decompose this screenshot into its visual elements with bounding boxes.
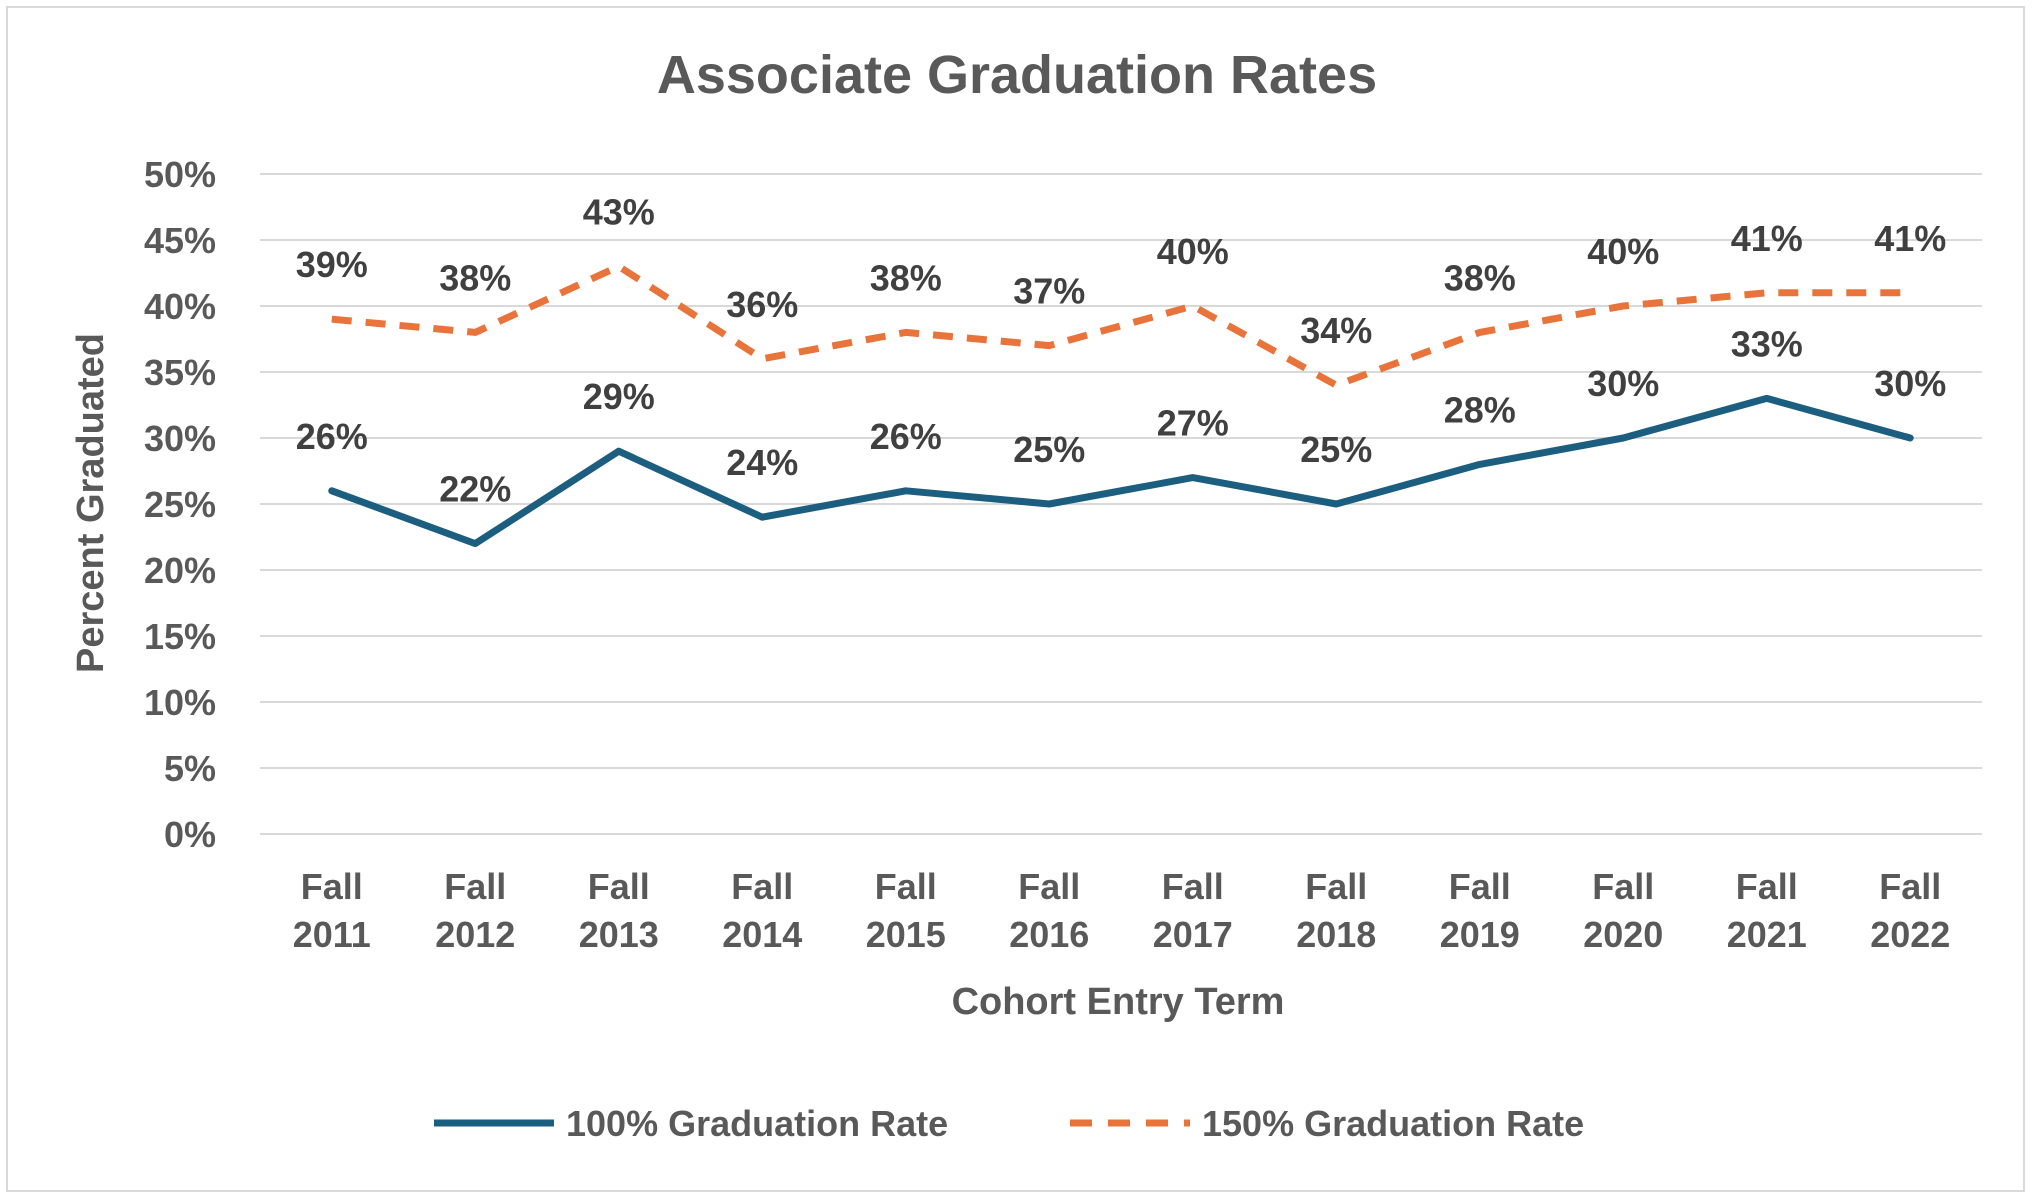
x-tick-label: Fall 2011 <box>293 866 371 955</box>
data-label: 22% <box>439 469 511 510</box>
x-tick-label: Fall 2016 <box>1009 866 1089 955</box>
data-label: 36% <box>726 284 798 325</box>
x-axis-ticks: Fall 2011 Fall 2012 Fall 2013 Fall 2014 Fall 2015… <box>293 866 1951 955</box>
data-label: 33% <box>1731 323 1803 364</box>
data-label: 30% <box>1587 363 1659 404</box>
data-label: 28% <box>1444 389 1516 430</box>
x-tick-label: Fall 2017 <box>1153 866 1233 955</box>
y-tick-label: 15% <box>144 616 216 657</box>
legend: 100% Graduation Rate 150% Graduation Rate <box>434 1103 1584 1144</box>
x-tick-label: Fall 2018 <box>1296 866 1376 955</box>
data-label: 30% <box>1874 363 1946 404</box>
x-tick-label: Fall 2013 <box>579 866 659 955</box>
x-tick-label: Fall 2021 <box>1727 866 1807 955</box>
x-tick-label: Fall 2020 <box>1583 866 1663 955</box>
data-label: 40% <box>1587 231 1659 272</box>
series-lines <box>328 262 1914 548</box>
data-label: 41% <box>1874 218 1946 259</box>
y-tick-label: 25% <box>144 484 216 525</box>
data-label: 38% <box>870 257 942 298</box>
data-label: 25% <box>1300 429 1372 470</box>
x-tick-label: Fall 2014 <box>722 866 802 955</box>
x-tick-label: Fall 2015 <box>866 866 946 955</box>
data-label: 43% <box>583 191 655 232</box>
x-tick-label: Fall 2012 <box>435 866 515 955</box>
series-line-2 <box>331 262 1911 389</box>
x-axis-title: Cohort Entry Term <box>952 981 1285 1023</box>
y-tick-label: 35% <box>144 352 216 393</box>
data-label: 26% <box>296 416 368 457</box>
data-label: 27% <box>1157 403 1229 444</box>
data-label: 41% <box>1731 218 1803 259</box>
y-tick-label: 5% <box>164 748 216 789</box>
y-tick-label: 30% <box>144 418 216 459</box>
data-label: 39% <box>296 244 368 285</box>
data-label: 38% <box>1444 257 1516 298</box>
data-label: 38% <box>439 257 511 298</box>
data-label: 29% <box>583 376 655 417</box>
y-tick-label: 50% <box>144 154 216 195</box>
series-line-1 <box>328 394 1914 548</box>
chart-frame <box>6 6 2025 1192</box>
data-label: 34% <box>1300 310 1372 351</box>
data-labels: 26% 22% 29% 24% 26% 25% 27% 25% 28% 30% 33% 30% 39% 3… <box>296 191 1947 509</box>
data-label: 40% <box>1157 231 1229 272</box>
chart-title: Associate Graduation Rates <box>657 45 1377 105</box>
data-label: 26% <box>870 416 942 457</box>
y-tick-label: 10% <box>144 682 216 723</box>
data-label: 25% <box>1013 429 1085 470</box>
y-tick-label: 20% <box>144 550 216 591</box>
data-label: 24% <box>726 442 798 483</box>
y-tick-label: 45% <box>144 220 216 261</box>
data-label: 37% <box>1013 271 1085 312</box>
x-tick-label: Fall 2022 <box>1870 866 1950 955</box>
x-tick-label: Fall 2019 <box>1440 866 1520 955</box>
y-tick-label: 40% <box>144 286 216 327</box>
gridlines <box>260 173 1982 835</box>
y-tick-label: 0% <box>164 814 216 855</box>
y-axis-title: Percent Graduated <box>70 333 112 673</box>
legend-label-2: 150% Graduation Rate <box>1202 1103 1584 1144</box>
y-axis-ticks: 0% 5% 10% 15% 20% 25% 30% 35% 40% 45% 50% <box>144 154 216 855</box>
legend-label-1: 100% Graduation Rate <box>566 1103 948 1144</box>
